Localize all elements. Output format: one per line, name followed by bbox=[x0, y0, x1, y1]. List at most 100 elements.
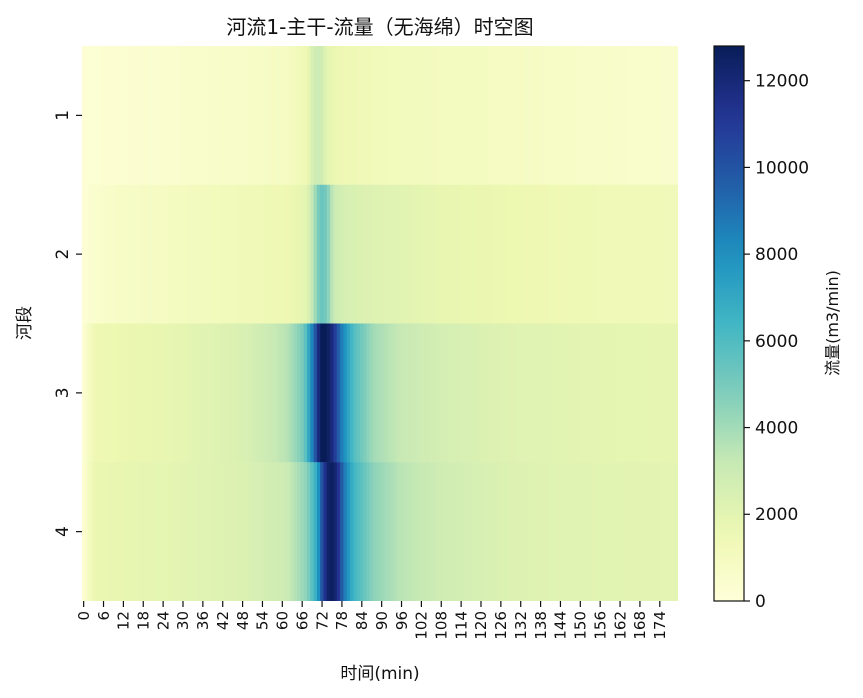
heatmap-cell bbox=[585, 462, 589, 601]
heatmap-cell bbox=[661, 462, 665, 601]
heatmap-cell bbox=[303, 323, 308, 463]
heatmap-cell bbox=[525, 323, 530, 463]
heatmap-cell bbox=[631, 46, 636, 185]
heatmap-cell bbox=[108, 46, 112, 185]
heatmap-cell bbox=[429, 462, 434, 601]
heatmap-cell bbox=[346, 323, 351, 463]
heatmap-cell bbox=[237, 46, 242, 185]
heatmap-cell bbox=[134, 323, 139, 463]
heatmap-cell bbox=[409, 184, 414, 324]
y-axis: 1 2 3 4 bbox=[53, 110, 82, 537]
heatmap-cell bbox=[581, 462, 586, 601]
heatmap-cell bbox=[214, 462, 218, 601]
heatmap-cell bbox=[224, 323, 228, 463]
heatmap-cell bbox=[565, 46, 569, 185]
heatmap-cell bbox=[141, 184, 146, 324]
heatmap-cell bbox=[581, 184, 586, 324]
heatmap-cell bbox=[426, 323, 430, 463]
heatmap-cell bbox=[297, 184, 301, 324]
heatmap-cell bbox=[184, 462, 189, 601]
heatmap-cell bbox=[234, 46, 238, 185]
heatmap-cell bbox=[449, 46, 454, 185]
heatmap-cell bbox=[379, 184, 384, 324]
heatmap-cell bbox=[104, 462, 109, 601]
heatmap-cell bbox=[638, 46, 642, 185]
x-tick-label: 174 bbox=[651, 611, 669, 640]
heatmap-cell bbox=[336, 462, 341, 601]
heatmap-cell bbox=[343, 323, 348, 463]
heatmap-cell bbox=[518, 462, 523, 601]
heatmap-cell bbox=[595, 46, 599, 185]
heatmap-cell bbox=[489, 46, 493, 185]
heatmap-cell bbox=[671, 46, 675, 185]
heatmap-cell bbox=[492, 184, 497, 324]
heatmap-cell bbox=[399, 462, 404, 601]
heatmap-cell bbox=[532, 46, 536, 185]
heatmap-cell bbox=[598, 323, 603, 463]
heatmap-cell bbox=[386, 184, 391, 324]
heatmap-cell bbox=[482, 46, 487, 185]
heatmap-cell bbox=[326, 184, 331, 324]
heatmap-cell bbox=[174, 46, 179, 185]
heatmap-cell bbox=[412, 462, 417, 601]
heatmap-cell bbox=[634, 323, 639, 463]
heatmap-cell bbox=[462, 462, 467, 601]
heatmap-cell bbox=[555, 46, 559, 185]
heatmap-cell bbox=[512, 462, 516, 601]
heatmap-cell bbox=[502, 184, 507, 324]
heatmap-cell bbox=[124, 323, 129, 463]
heatmap-cell bbox=[280, 323, 285, 463]
heatmap-cell bbox=[333, 323, 338, 463]
heatmap-cell bbox=[373, 46, 377, 185]
heatmap-cell bbox=[356, 46, 361, 185]
x-tick-label: 132 bbox=[512, 611, 530, 640]
heatmap-cell bbox=[303, 46, 308, 185]
heatmap-cell bbox=[350, 184, 354, 324]
heatmap-cell bbox=[118, 462, 122, 601]
x-tick-label: 54 bbox=[254, 611, 272, 630]
x-tick-label: 150 bbox=[572, 611, 590, 640]
heatmap-cell bbox=[204, 46, 209, 185]
heatmap-cell bbox=[628, 462, 632, 601]
heatmap-cell bbox=[492, 46, 497, 185]
heatmap-cell bbox=[568, 323, 573, 463]
heatmap-cell bbox=[426, 462, 430, 601]
heatmap-cell bbox=[343, 462, 348, 601]
heatmap-cell bbox=[167, 323, 172, 463]
heatmap-cell bbox=[502, 323, 507, 463]
heatmap-cell bbox=[257, 323, 261, 463]
heatmap-cell bbox=[581, 46, 586, 185]
heatmap-cell bbox=[505, 46, 510, 185]
heatmap-cell bbox=[472, 462, 477, 601]
heatmap-cell bbox=[154, 323, 159, 463]
heatmap-cell bbox=[618, 46, 622, 185]
heatmap-cell bbox=[548, 462, 553, 601]
heatmap-cell bbox=[250, 184, 255, 324]
heatmap-cell bbox=[449, 184, 454, 324]
heatmap-cell bbox=[85, 184, 89, 324]
heatmap-cell bbox=[350, 462, 354, 601]
heatmap-cell bbox=[641, 46, 646, 185]
heatmap-cell bbox=[227, 46, 232, 185]
heatmap-cell bbox=[171, 184, 175, 324]
heatmap-cell bbox=[82, 462, 86, 601]
heatmap-cell bbox=[330, 462, 334, 601]
heatmap-cell bbox=[320, 323, 324, 463]
heatmap-cell bbox=[386, 46, 391, 185]
heatmap-cell bbox=[273, 184, 278, 324]
heatmap-cell bbox=[280, 462, 285, 601]
heatmap-cell bbox=[181, 184, 185, 324]
heatmap-cell bbox=[194, 184, 199, 324]
heatmap-cell bbox=[124, 46, 129, 185]
heatmap-cell bbox=[604, 46, 609, 185]
heatmap-cell bbox=[505, 462, 510, 601]
heatmap-cell bbox=[452, 184, 457, 324]
x-tick-label: 48 bbox=[234, 611, 252, 630]
heatmap-cell bbox=[187, 462, 192, 601]
heatmap-cell bbox=[230, 46, 235, 185]
colorbar-tick-label: 12000 bbox=[755, 72, 809, 92]
heatmap-cell bbox=[601, 462, 606, 601]
heatmap-cell bbox=[85, 323, 89, 463]
heatmap-cell bbox=[561, 462, 566, 601]
heatmap-cell bbox=[638, 323, 642, 463]
